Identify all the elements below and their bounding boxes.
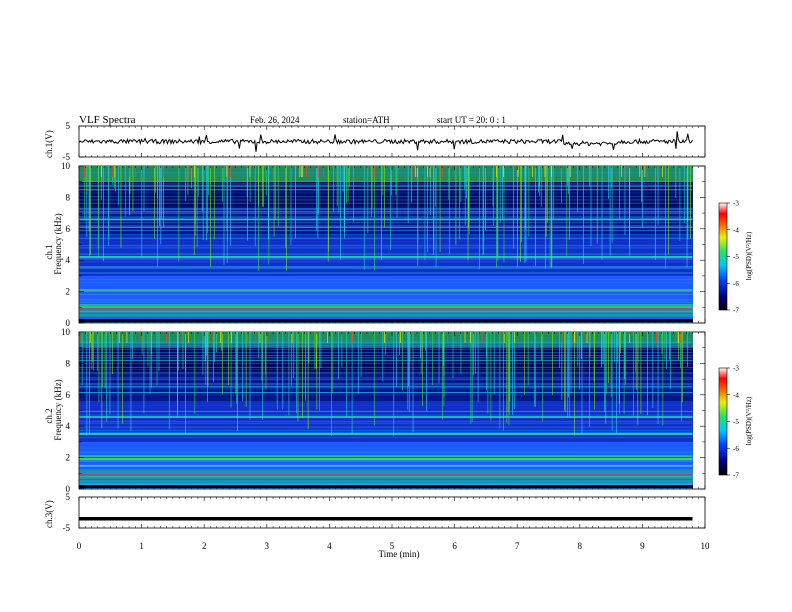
ch3-waveform-y-tick-label: 5 bbox=[66, 492, 71, 502]
ch1-waveform-line bbox=[78, 131, 693, 152]
ch1-spectrogram-y-tick-label: 4 bbox=[66, 255, 71, 265]
ch1-colorbar-label: log(PSD)(V²/Hz) bbox=[745, 231, 753, 280]
colorbar-tick-label: -6 bbox=[733, 445, 739, 453]
ch1-spectrogram-ylabel-frequency: Frequency (kHz) bbox=[53, 213, 63, 274]
x-tick-label: 0 bbox=[77, 541, 82, 551]
ch2-spectrogram-ylabel-frequency: Frequency (kHz) bbox=[53, 379, 63, 440]
station-label: station=ATH bbox=[343, 115, 390, 125]
ch2-spectrogram-y-tick-label: 2 bbox=[66, 453, 71, 463]
ch3-waveform-ylabel: ch.3(V) bbox=[44, 500, 54, 528]
colorbar-tick-label: -5 bbox=[733, 253, 739, 261]
ch2-spectrogram-y-tick-label: 6 bbox=[66, 390, 71, 400]
ch2-colorbar-gradient bbox=[718, 367, 728, 476]
ch1-colorbar-gradient bbox=[718, 202, 728, 311]
colorbar-tick-label: -4 bbox=[733, 391, 739, 399]
date-label: Feb. 26, 2024 bbox=[250, 115, 300, 125]
ch2-spectrogram bbox=[79, 332, 693, 489]
colorbar-tick-label: -7 bbox=[733, 307, 739, 315]
ch1-colorbar: -3 -4 -5 -6 -7 log(PSD)(V²/Hz) bbox=[718, 200, 753, 315]
colorbar-tick-label: -7 bbox=[733, 472, 739, 480]
ch1-spectrogram-y-tick-label: 10 bbox=[61, 161, 71, 171]
ch2-spectrogram-y-tick-label: 8 bbox=[66, 358, 71, 368]
colorbar-tick-label: -3 bbox=[733, 200, 739, 208]
ch1-spectrogram-ylabel-channel: ch.1 bbox=[44, 244, 54, 259]
x-tick-label: 9 bbox=[640, 541, 645, 551]
ch1-waveform-ylabel: ch.1(V) bbox=[44, 130, 54, 158]
ch1-waveform-y-tick-label: 5 bbox=[66, 121, 71, 131]
x-tick-label: 2 bbox=[202, 541, 207, 551]
figure-title: VLF Spectra bbox=[79, 114, 136, 126]
ch1-spectrogram bbox=[79, 166, 693, 324]
ch1-waveform-y-tick-label: -5 bbox=[63, 152, 71, 162]
ch2-colorbar-label: log(PSD)(V²/Hz) bbox=[745, 396, 753, 445]
x-tick-label: 4 bbox=[327, 541, 332, 551]
start-time-label: start UT = 20: 0 : 1 bbox=[437, 115, 506, 125]
x-tick-label: 1 bbox=[139, 541, 144, 551]
ch1-spectrogram-y-tick-label: 6 bbox=[66, 224, 71, 234]
colorbar-tick-label: -6 bbox=[733, 280, 739, 288]
x-tick-label: 10 bbox=[701, 541, 711, 551]
colorbar-tick-label: -5 bbox=[733, 418, 739, 426]
ch3-waveform-y-tick-label: -5 bbox=[63, 523, 71, 533]
ch1-spectrogram-y-tick-label: 8 bbox=[66, 192, 71, 202]
x-tick-label: 7 bbox=[515, 541, 520, 551]
x-axis-label: Time (min) bbox=[379, 549, 420, 559]
ch3-waveform-frame bbox=[78, 496, 706, 529]
ch2-spectrogram-ylabel-channel: ch.2 bbox=[44, 408, 54, 423]
x-tick-label: 8 bbox=[578, 541, 583, 551]
ch2-colorbar: -3 -4 -5 -6 -7 log(PSD)(V²/Hz) bbox=[718, 365, 753, 480]
ch2-spectrogram-y-tick-label: 0 bbox=[66, 484, 71, 494]
x-tick-label: 3 bbox=[265, 541, 270, 551]
colorbar-tick-label: -3 bbox=[733, 365, 739, 373]
ch1-spectrogram-y-tick-label: 2 bbox=[66, 287, 71, 297]
x-tick-label: 6 bbox=[452, 541, 457, 551]
ch1-spectrogram-y-tick-label: 0 bbox=[66, 318, 71, 328]
ch2-spectrogram-y-tick-label: 4 bbox=[66, 421, 71, 431]
x-tick-label: 5 bbox=[390, 541, 395, 551]
ch2-spectrogram-y-tick-label: 10 bbox=[61, 327, 71, 337]
colorbar-tick-label: -4 bbox=[733, 226, 739, 234]
